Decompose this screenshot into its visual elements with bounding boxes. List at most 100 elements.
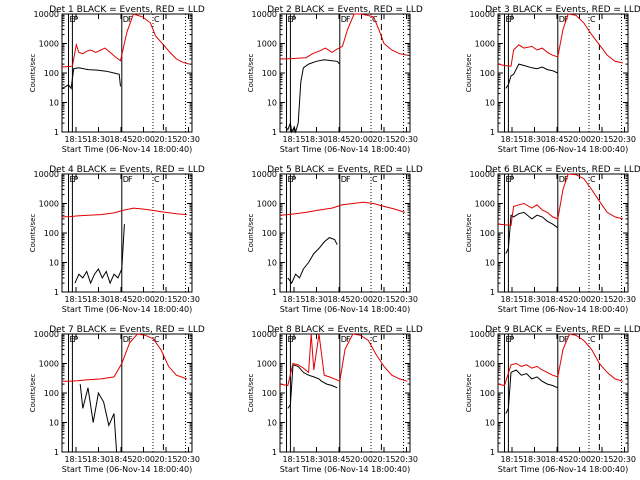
- event-marker-letter: P: [291, 335, 296, 344]
- y-tick-label: 1000: [39, 200, 59, 209]
- event-marker-letter: C: [590, 335, 596, 344]
- x-axis-label: Start Time (06-Nov-14 18:00:40): [498, 465, 628, 474]
- y-tick-label: 100: [480, 389, 495, 398]
- event-marker-letter: F: [128, 175, 133, 184]
- y-tick-label: 10: [267, 259, 277, 268]
- series-line-events: [284, 59, 341, 134]
- panel-title: Det 1 BLACK = Events, RED = LLD: [49, 5, 205, 15]
- detector-panel-1: Det 1 BLACK = Events, RED = LLD 1 10 100 100…: [29, 5, 205, 154]
- event-marker-letter: F: [128, 335, 133, 344]
- x-tick-label: 20:15: [372, 295, 395, 304]
- panel-title: Det 2 BLACK = Events, RED = LLD: [267, 5, 423, 15]
- x-axis-label: Start Time (06-Nov-14 18:00:40): [62, 145, 192, 154]
- y-tick-label: 100: [262, 69, 277, 78]
- event-marker-letter: C: [372, 175, 378, 184]
- event-marker-letter: F: [346, 175, 351, 184]
- event-marker-letter: F: [564, 335, 569, 344]
- y-axis-label: Counts/sec: [29, 54, 37, 93]
- event-marker-letter: E: [506, 15, 511, 24]
- y-tick-label: 1: [54, 448, 59, 457]
- y-tick-label: 100: [480, 69, 495, 78]
- detector-panel-9: Det 9 BLACK = Events, RED = LLD 1 10 100 100…: [465, 325, 640, 474]
- x-tick-label: 18:15: [282, 455, 305, 464]
- x-tick-label: 20:30: [395, 455, 418, 464]
- x-tick-label: 20:30: [395, 295, 418, 304]
- event-marker-letter: F: [128, 15, 133, 24]
- event-marker-letter: D: [559, 335, 565, 344]
- x-tick-label: 20:30: [177, 295, 200, 304]
- y-axis-label: Counts/sec: [465, 54, 473, 93]
- series-line-lld: [61, 13, 190, 68]
- series-line-lld: [61, 207, 187, 218]
- event-marker-letter: F: [346, 335, 351, 344]
- x-tick-label: 20:00: [568, 295, 591, 304]
- x-tick-label: 18:30: [87, 135, 110, 144]
- event-marker-letter: P: [73, 15, 78, 24]
- event-marker-letter: P: [291, 15, 296, 24]
- x-tick-label: 20:00: [132, 455, 155, 464]
- y-tick-label: 1: [54, 288, 59, 297]
- y-tick-label: 10000: [252, 170, 277, 179]
- event-marker-letter: E: [506, 335, 511, 344]
- x-tick-label: 20:15: [154, 295, 177, 304]
- series-line-lld: [279, 201, 405, 216]
- series-line-lld: [497, 173, 623, 227]
- x-tick-label: 20:00: [350, 455, 373, 464]
- series-line-events: [287, 237, 338, 285]
- series-line-events: [505, 369, 559, 414]
- y-tick-label: 10000: [470, 10, 495, 19]
- x-tick-label: 20:00: [350, 135, 373, 144]
- y-tick-label: 10: [49, 99, 59, 108]
- y-tick-label: 1000: [475, 200, 495, 209]
- x-tick-label: 18:30: [305, 295, 328, 304]
- y-axis-label: Counts/sec: [465, 214, 473, 253]
- x-tick-label: 18:15: [64, 135, 87, 144]
- event-marker-letter: C: [372, 335, 378, 344]
- y-tick-label: 10: [49, 419, 59, 428]
- event-marker-letter: E: [70, 15, 75, 24]
- y-axis-label: Counts/sec: [247, 54, 255, 93]
- x-axis-label: Start Time (06-Nov-14 18:00:40): [498, 145, 628, 154]
- y-axis-label: Counts/sec: [247, 374, 255, 413]
- x-tick-label: 20:30: [395, 135, 418, 144]
- y-tick-label: 10000: [34, 10, 59, 19]
- y-tick-label: 100: [44, 389, 59, 398]
- x-axis-label: Start Time (06-Nov-14 18:00:40): [62, 465, 192, 474]
- y-tick-label: 10000: [252, 10, 277, 19]
- event-marker-letter: C: [154, 335, 160, 344]
- y-tick-label: 1000: [39, 40, 59, 49]
- event-marker-letter: D: [341, 15, 347, 24]
- y-tick-label: 10000: [470, 170, 495, 179]
- panel-title: Det 3 BLACK = Events, RED = LLD: [485, 5, 640, 15]
- x-tick-label: 18:45: [327, 455, 350, 464]
- x-tick-label: 20:30: [177, 135, 200, 144]
- series-line-events: [287, 364, 338, 409]
- y-axis-label: Counts/sec: [247, 214, 255, 253]
- event-marker-letter: P: [73, 335, 78, 344]
- x-tick-label: 20:15: [590, 455, 613, 464]
- x-axis-label: Start Time (06-Nov-14 18:00:40): [280, 465, 410, 474]
- x-tick-label: 20:30: [613, 295, 636, 304]
- x-tick-label: 18:15: [500, 455, 523, 464]
- event-marker-letter: E: [70, 175, 75, 184]
- y-tick-label: 1000: [39, 360, 59, 369]
- x-tick-label: 20:15: [154, 135, 177, 144]
- x-tick-label: 18:30: [305, 455, 328, 464]
- x-tick-label: 18:30: [523, 135, 546, 144]
- y-tick-label: 100: [262, 389, 277, 398]
- y-tick-label: 10: [267, 99, 277, 108]
- x-tick-label: 18:30: [523, 295, 546, 304]
- detector-panel-7: Det 7 BLACK = Events, RED = LLD 1 10 100 100…: [29, 325, 205, 474]
- detector-panel-8: Det 8 BLACK = Events, RED = LLD 1 10 100 100…: [247, 325, 423, 474]
- series-line-events: [79, 384, 118, 453]
- series-line-lld: [62, 333, 187, 382]
- detector-panel-2: Det 2 BLACK = Events, RED = LLD 1 10 100 100…: [247, 5, 423, 154]
- x-tick-label: 18:45: [327, 295, 350, 304]
- plot-frame: [279, 13, 411, 133]
- event-marker-letter: P: [509, 175, 514, 184]
- event-marker-letter: D: [123, 175, 129, 184]
- detector-panel-4: Det 4 BLACK = Events, RED = LLD 1 10 100 100…: [29, 165, 205, 314]
- x-tick-label: 18:45: [109, 135, 132, 144]
- event-marker-letter: P: [291, 175, 296, 184]
- y-tick-label: 1: [272, 288, 277, 297]
